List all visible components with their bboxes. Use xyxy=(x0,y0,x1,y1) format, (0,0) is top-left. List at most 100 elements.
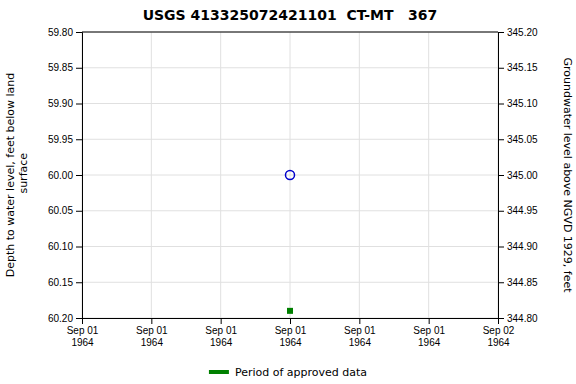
tick: Sep 011964 xyxy=(413,318,445,348)
grid-line xyxy=(290,32,291,318)
tick-label: Sep 011964 xyxy=(344,325,376,348)
plot-area: Sep 011964Sep 011964Sep 011964Sep 011964… xyxy=(48,27,538,348)
tick: 344.90 xyxy=(498,241,538,252)
tick: 59.90 xyxy=(48,98,82,109)
tick-label: 60.05 xyxy=(48,205,73,216)
tick: 344.85 xyxy=(498,277,538,288)
tick-mark xyxy=(151,318,152,324)
tick-label: 345.00 xyxy=(507,170,538,181)
grid-line xyxy=(359,32,360,318)
tick-label: 59.95 xyxy=(48,134,73,145)
text-line: 1964 xyxy=(279,337,302,348)
tick: Sep 011964 xyxy=(136,318,168,348)
chart: Sep 011964Sep 011964Sep 011964Sep 011964… xyxy=(0,0,576,384)
tick: 60.00 xyxy=(48,170,82,181)
tick: 60.20 xyxy=(48,313,82,324)
tick-mark xyxy=(498,68,504,69)
text-line: Sep 01 xyxy=(275,325,307,336)
tick: 345.05 xyxy=(498,134,538,145)
tick-mark xyxy=(359,318,360,324)
tick-mark xyxy=(498,282,504,283)
tick-label: 59.90 xyxy=(48,98,73,109)
grid-line xyxy=(220,32,221,318)
grid-line xyxy=(82,32,498,33)
tick: 59.80 xyxy=(48,27,82,38)
text-line: 1964 xyxy=(418,337,441,348)
text-line: Sep 01 xyxy=(67,325,99,336)
tick-mark xyxy=(498,211,504,212)
tick-label: 345.10 xyxy=(507,98,538,109)
tick-mark xyxy=(290,318,291,324)
tick-label: 344.95 xyxy=(507,205,538,216)
tick-label: 344.80 xyxy=(507,313,538,324)
tick-mark xyxy=(498,139,504,140)
tick: 60.05 xyxy=(48,205,82,216)
tick-label: 59.85 xyxy=(48,62,73,73)
tick: 345.00 xyxy=(498,170,538,181)
tick: 59.85 xyxy=(48,62,82,73)
y2-axis: 344.80 344.85 344.90 344.95 345.00 345.05 345.… xyxy=(498,27,538,324)
tick-label: 60.00 xyxy=(48,170,73,181)
tick-mark xyxy=(76,139,82,140)
tick-label: Sep 011964 xyxy=(136,325,168,348)
axis-line xyxy=(83,319,499,325)
tick-label: 345.05 xyxy=(507,134,538,145)
tick-label: Sep 011964 xyxy=(67,325,99,348)
tick-mark xyxy=(76,247,82,248)
tick-label: 60.20 xyxy=(48,313,73,324)
text-line: 1964 xyxy=(349,337,372,348)
tick: Sep 011964 xyxy=(205,318,237,348)
tick: 59.95 xyxy=(48,134,82,145)
tick-mark xyxy=(429,318,430,324)
text-line: Depth to water level, feet below land xyxy=(4,73,17,278)
grid xyxy=(82,32,498,318)
tick: 344.80 xyxy=(498,313,538,324)
tick-mark xyxy=(498,247,504,248)
tick: 345.10 xyxy=(498,98,538,109)
legend-label: Period of approved data xyxy=(235,366,367,379)
text-line: Sep 01 xyxy=(205,325,237,336)
x-axis: Sep 011964Sep 011964Sep 011964Sep 011964… xyxy=(67,318,515,348)
tick-mark xyxy=(76,32,82,33)
tick: 60.10 xyxy=(48,241,82,252)
tick-mark xyxy=(221,318,222,324)
text-line: Sep 01 xyxy=(413,325,445,336)
tick-mark xyxy=(76,68,82,69)
tick: 345.15 xyxy=(498,62,538,73)
tick-label: 345.20 xyxy=(507,27,538,38)
axis-line xyxy=(499,33,505,319)
tick-mark xyxy=(76,211,82,212)
tick-label: 60.15 xyxy=(48,277,73,288)
tick-label: 59.80 xyxy=(48,27,73,38)
tick-label: Sep 021964 xyxy=(483,325,515,348)
point xyxy=(285,170,294,179)
tick-mark xyxy=(76,175,82,176)
legend-item: Period of approved data xyxy=(209,366,367,379)
tick: Sep 011964 xyxy=(275,318,307,348)
text-line: Sep 01 xyxy=(136,325,168,336)
tick-mark xyxy=(498,32,504,33)
tick-mark xyxy=(76,318,82,319)
tick: 344.95 xyxy=(498,205,538,216)
tick: 345.20 xyxy=(498,27,538,38)
text-line: 1964 xyxy=(141,337,164,348)
frame-line xyxy=(82,32,498,33)
tick-label: 60.10 xyxy=(48,241,73,252)
text-line: Sep 02 xyxy=(483,325,515,336)
tick-mark xyxy=(498,175,504,176)
text-line: 1964 xyxy=(71,337,94,348)
axis-title: Groundwater level above NGVD 1929, feet xyxy=(561,57,574,293)
tick-label: 345.15 xyxy=(507,62,538,73)
marks xyxy=(285,170,294,313)
tick-mark xyxy=(498,318,504,319)
y-axis: 59.80 59.85 59.90 59.95 60.00 60.05 60.10 60.15… xyxy=(48,27,83,324)
point xyxy=(287,308,293,314)
tick-mark xyxy=(76,104,82,105)
text-line: 1964 xyxy=(487,337,510,348)
legend: Period of approved data xyxy=(209,366,367,379)
tick: Sep 011964 xyxy=(344,318,376,348)
tick: 60.15 xyxy=(48,277,82,288)
text-line: Sep 01 xyxy=(344,325,376,336)
tick-mark xyxy=(498,104,504,105)
tick-label: Sep 011964 xyxy=(275,325,307,348)
